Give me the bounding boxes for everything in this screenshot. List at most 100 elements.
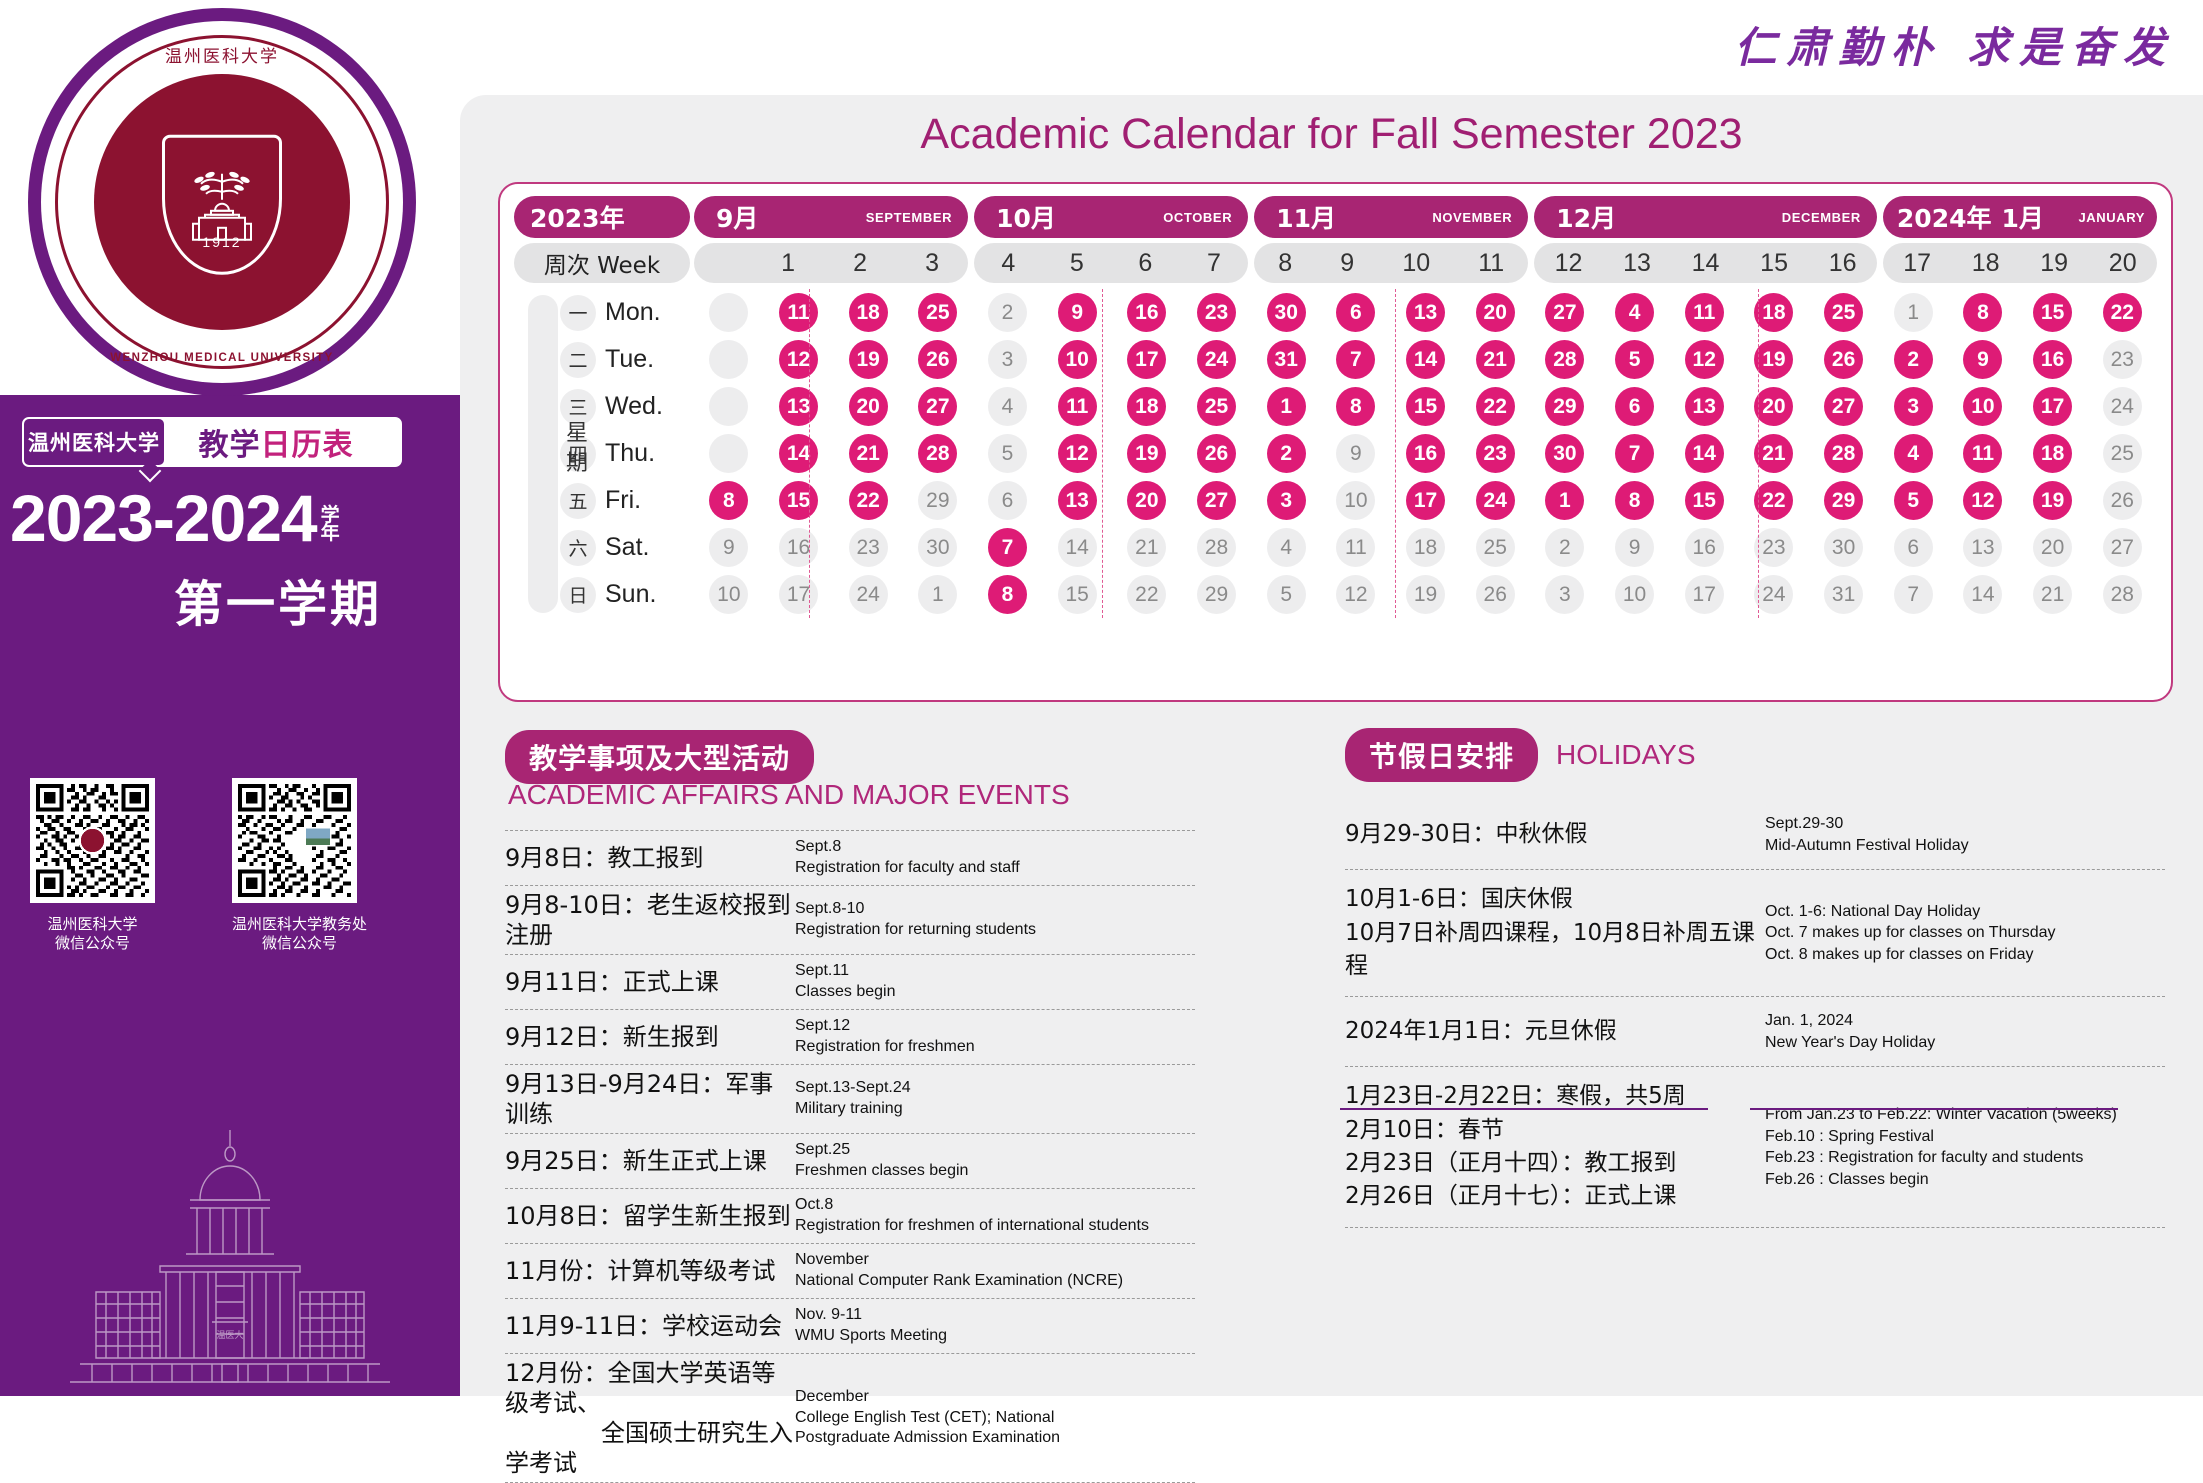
calendar-cell[interactable]: 19 — [1112, 434, 1182, 473]
calendar-cell[interactable]: 19 — [833, 340, 903, 379]
calendar-cell[interactable]: 27 — [903, 387, 973, 426]
calendar-day-pill[interactable]: 12 — [1057, 434, 1097, 473]
calendar-cell[interactable]: 14 — [764, 434, 834, 473]
calendar-day-pill[interactable]: 28 — [1197, 528, 1237, 567]
calendar-cell[interactable]: 2 — [973, 293, 1043, 332]
calendar-cell[interactable]: 12 — [764, 340, 834, 379]
calendar-day-pill[interactable]: 15 — [1057, 575, 1097, 614]
calendar-day-pill[interactable]: 16 — [779, 528, 818, 567]
calendar-day-pill[interactable]: 13 — [1963, 528, 2003, 567]
calendar-cell[interactable]: 26 — [2087, 481, 2157, 520]
calendar-day-pill[interactable]: 26 — [2102, 481, 2142, 520]
calendar-day-pill[interactable]: 9 — [709, 528, 749, 567]
calendar-day-pill[interactable]: 3 — [988, 340, 1028, 379]
calendar-cell[interactable]: 6 — [1600, 387, 1670, 426]
calendar-day-pill[interactable]: 12 — [779, 340, 818, 379]
calendar-day-pill[interactable]: 19 — [1406, 575, 1446, 614]
calendar-cell[interactable]: 11 — [1948, 434, 2018, 473]
calendar-day-pill[interactable]: 16 — [1127, 293, 1167, 332]
calendar-cell[interactable]: 13 — [1948, 528, 2018, 567]
calendar-cell[interactable]: 5 — [1251, 575, 1321, 614]
calendar-cell[interactable]: 16 — [764, 528, 834, 567]
calendar-cell[interactable]: 31 — [1251, 340, 1321, 379]
calendar-day-pill[interactable]: 14 — [1406, 340, 1446, 379]
calendar-cell[interactable]: 18 — [833, 293, 903, 332]
calendar-day-pill[interactable]: 29 — [918, 481, 958, 520]
calendar-day-pill[interactable]: 5 — [1893, 481, 1933, 520]
calendar-cell[interactable]: 9 — [1321, 434, 1391, 473]
calendar-day-pill[interactable]: 17 — [1684, 575, 1724, 614]
calendar-day-pill[interactable]: 21 — [1127, 528, 1167, 567]
calendar-cell[interactable]: 26 — [903, 340, 973, 379]
calendar-day-pill[interactable]: 7 — [988, 528, 1028, 567]
calendar-day-pill[interactable]: 18 — [1127, 387, 1167, 426]
calendar-day-pill[interactable] — [709, 387, 749, 426]
calendar-cell[interactable]: 6 — [1878, 528, 1948, 567]
calendar-cell[interactable]: 15 — [2018, 293, 2088, 332]
calendar-cell[interactable]: 4 — [1600, 293, 1670, 332]
calendar-day-pill[interactable]: 4 — [1615, 293, 1655, 332]
calendar-day-pill[interactable]: 19 — [1754, 340, 1794, 379]
calendar-cell[interactable]: 21 — [1739, 434, 1809, 473]
calendar-cell[interactable]: 13 — [1042, 481, 1112, 520]
calendar-cell[interactable]: 18 — [1391, 528, 1461, 567]
calendar-day-pill[interactable]: 7 — [1893, 575, 1933, 614]
calendar-cell[interactable]: 24 — [833, 575, 903, 614]
calendar-cell[interactable]: 22 — [1112, 575, 1182, 614]
calendar-day-pill[interactable]: 22 — [1475, 387, 1515, 426]
calendar-cell[interactable]: 10 — [1042, 340, 1112, 379]
calendar-cell[interactable]: 20 — [1112, 481, 1182, 520]
calendar-cell[interactable]: 19 — [1739, 340, 1809, 379]
calendar-cell[interactable]: 27 — [1182, 481, 1252, 520]
calendar-cell[interactable]: 24 — [1460, 481, 1530, 520]
calendar-day-pill[interactable]: 29 — [1197, 575, 1237, 614]
calendar-day-pill[interactable]: 13 — [1057, 481, 1097, 520]
calendar-cell[interactable]: 10 — [1948, 387, 2018, 426]
calendar-day-pill[interactable]: 24 — [2102, 387, 2142, 426]
calendar-cell[interactable]: 12 — [1321, 575, 1391, 614]
calendar-cell[interactable]: 11 — [1669, 293, 1739, 332]
calendar-cell[interactable]: 3 — [1878, 387, 1948, 426]
calendar-cell[interactable]: 18 — [1112, 387, 1182, 426]
calendar-day-pill[interactable]: 24 — [1475, 481, 1515, 520]
calendar-day-pill[interactable]: 13 — [1406, 293, 1446, 332]
qr-code-academic-affairs-wechat-icon[interactable] — [232, 778, 357, 903]
calendar-day-pill[interactable]: 26 — [1197, 434, 1237, 473]
calendar-day-pill[interactable]: 12 — [1963, 481, 2003, 520]
calendar-day-pill[interactable]: 6 — [1336, 293, 1376, 332]
calendar-day-pill[interactable]: 29 — [1545, 387, 1585, 426]
calendar-cell[interactable]: 14 — [1042, 528, 1112, 567]
calendar-day-pill[interactable]: 3 — [1545, 575, 1585, 614]
calendar-day-pill[interactable]: 2 — [1893, 340, 1933, 379]
calendar-day-pill[interactable]: 22 — [2102, 293, 2142, 332]
calendar-day-pill[interactable]: 6 — [988, 481, 1028, 520]
calendar-cell[interactable]: 7 — [1600, 434, 1670, 473]
calendar-cell[interactable]: 23 — [1739, 528, 1809, 567]
calendar-day-pill[interactable]: 14 — [1684, 434, 1724, 473]
calendar-day-pill[interactable]: 10 — [1963, 387, 2003, 426]
calendar-cell[interactable]: 13 — [1669, 387, 1739, 426]
calendar-day-pill[interactable] — [709, 434, 749, 473]
calendar-cell[interactable]: 27 — [1809, 387, 1879, 426]
calendar-cell[interactable]: 13 — [1391, 293, 1461, 332]
calendar-day-pill[interactable]: 9 — [1615, 528, 1655, 567]
calendar-day-pill[interactable]: 25 — [1824, 293, 1864, 332]
calendar-day-pill[interactable]: 30 — [1824, 528, 1864, 567]
calendar-cell[interactable]: 22 — [1460, 387, 1530, 426]
calendar-day-pill[interactable]: 5 — [1266, 575, 1306, 614]
calendar-day-pill[interactable]: 3 — [1893, 387, 1933, 426]
calendar-cell[interactable]: 8 — [1948, 293, 2018, 332]
calendar-day-pill[interactable]: 4 — [1266, 528, 1306, 567]
calendar-cell[interactable]: 17 — [1669, 575, 1739, 614]
calendar-cell[interactable]: 27 — [2087, 528, 2157, 567]
calendar-cell[interactable]: 5 — [1600, 340, 1670, 379]
calendar-cell[interactable]: 9 — [1600, 528, 1670, 567]
calendar-day-pill[interactable]: 11 — [779, 293, 818, 332]
calendar-cell[interactable]: 20 — [1739, 387, 1809, 426]
calendar-cell[interactable]: 19 — [2018, 481, 2088, 520]
calendar-cell[interactable] — [694, 434, 764, 473]
calendar-cell[interactable]: 9 — [1948, 340, 2018, 379]
calendar-cell[interactable]: 3 — [1530, 575, 1600, 614]
calendar-cell[interactable]: 29 — [1182, 575, 1252, 614]
calendar-cell[interactable]: 31 — [1809, 575, 1879, 614]
